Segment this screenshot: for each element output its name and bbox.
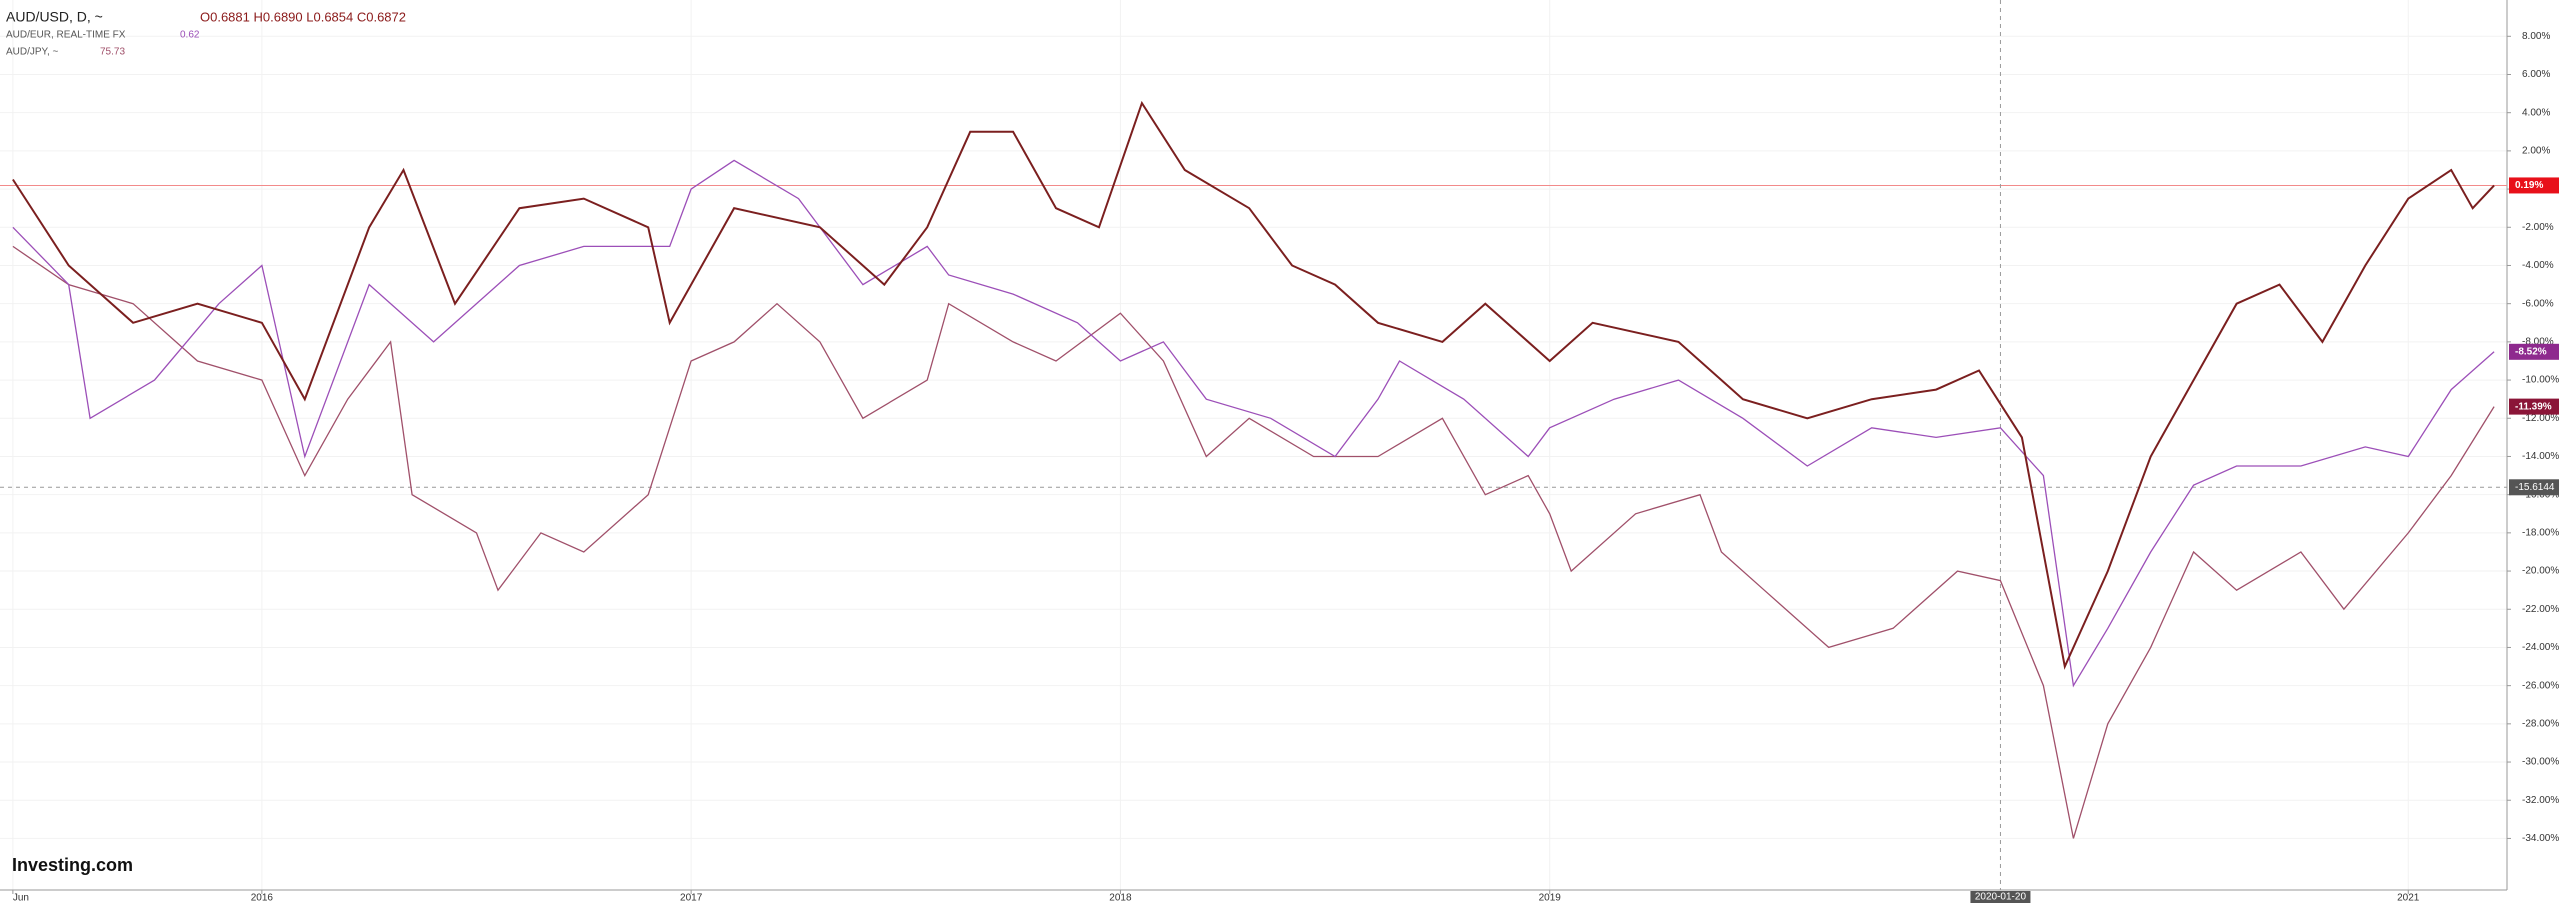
watermark: Investing.com (12, 855, 133, 875)
y-tick-label: -12.00% (2522, 413, 2559, 424)
y-tick-label: -24.00% (2522, 642, 2559, 653)
legend-name: AUD/JPY, ~ (6, 47, 58, 58)
crosshair-x-label: 2020-01-20 (1975, 892, 2027, 903)
last-value-tag (2509, 398, 2559, 415)
last-value-label: -8.52% (2515, 346, 2547, 357)
last-value-label: -11.39% (2515, 401, 2552, 412)
x-tick-label: 2018 (1109, 893, 1132, 903)
y-tick-label: 6.00% (2522, 69, 2550, 80)
x-tick-label: Jun (13, 893, 29, 903)
header-symbol: AUD/USD, D, ~ (6, 9, 103, 25)
y-tick-label: -34.00% (2522, 833, 2559, 844)
y-tick-label: -6.00% (2522, 298, 2554, 309)
x-tick-label: 2019 (1539, 893, 1562, 903)
y-tick-label: -26.00% (2522, 680, 2559, 691)
series-line (12, 159, 2495, 688)
crosshair-x-tag (1970, 891, 2031, 903)
y-tick-label: 4.00% (2522, 107, 2550, 118)
x-tick-label: 2021 (2397, 893, 2420, 903)
legend-name: AUD/EUR, REAL-TIME FX (6, 30, 126, 41)
last-value-tag (2509, 343, 2559, 360)
series-line (12, 245, 2495, 839)
header-ohlc: O0.6881 H0.6890 L0.6854 C0.6872 (200, 9, 406, 24)
y-tick-label: -4.00% (2522, 260, 2554, 271)
series-line (12, 100, 2495, 670)
y-tick-label: -30.00% (2522, 757, 2559, 768)
crosshair-y-label: -15.6144 (2515, 482, 2555, 493)
y-tick-label: -14.00% (2522, 451, 2559, 462)
y-tick-label: -28.00% (2522, 718, 2559, 729)
x-tick-label: 2017 (680, 893, 703, 903)
legend-value: 75.73 (100, 47, 125, 58)
y-tick-label: -2.00% (2522, 222, 2554, 233)
y-tick-label: 8.00% (2522, 31, 2550, 42)
x-tick-label: 2016 (251, 893, 274, 903)
y-tick-label: -32.00% (2522, 795, 2559, 806)
y-tick-label: -22.00% (2522, 604, 2559, 615)
y-tick-label: -18.00% (2522, 527, 2559, 538)
last-value-label: 0.19% (2515, 180, 2543, 191)
y-tick-label: -8.00% (2522, 337, 2554, 348)
y-tick-label: 2.00% (2522, 146, 2550, 157)
legend-value: 0.62 (180, 30, 200, 41)
crosshair-y-tag (2509, 479, 2559, 496)
y-tick-label: -10.00% (2522, 375, 2559, 386)
last-value-tag (2509, 177, 2559, 194)
y-tick-label: -20.00% (2522, 566, 2559, 577)
